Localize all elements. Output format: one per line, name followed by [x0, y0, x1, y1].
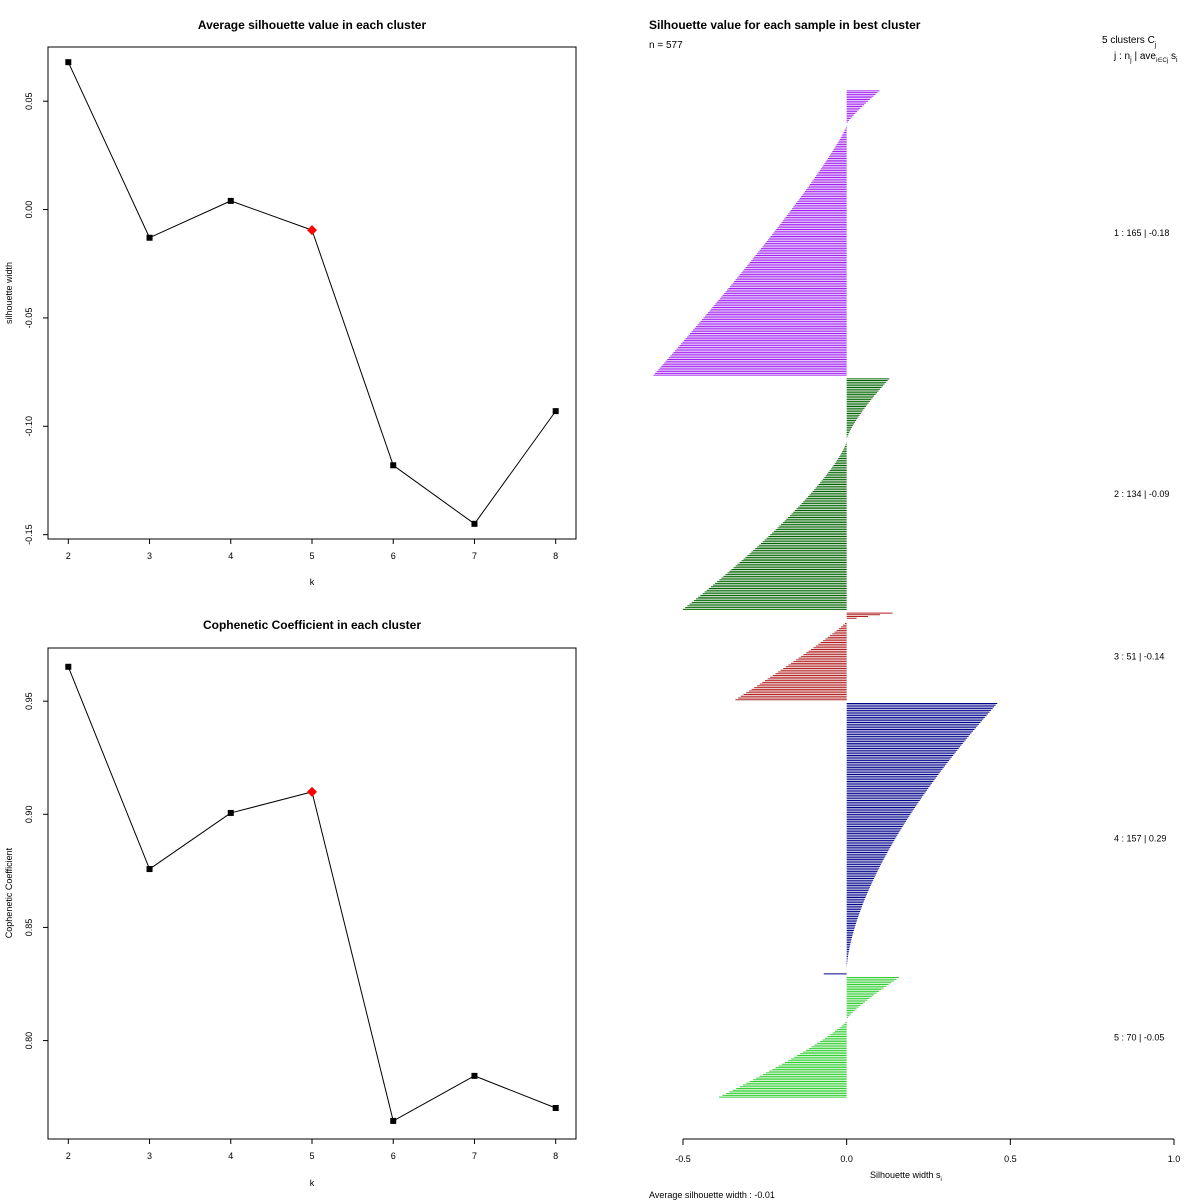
cophenetic-line-y-tick-label: 0.90 — [24, 806, 34, 824]
silhouette-bar-x-tick-label: 1.0 — [1168, 1154, 1181, 1164]
cophenetic-line-x-tick-label: 3 — [147, 1151, 152, 1161]
silhouette-line-point-best — [307, 225, 317, 236]
silhouette-line-x-tick-label: 6 — [391, 551, 396, 561]
silhouette-line-x-tick-label: 7 — [472, 551, 477, 561]
cophenetic-line-x-tick-label: 4 — [228, 1151, 233, 1161]
cophenetic-line-segment — [474, 1075, 556, 1109]
silhouette-line-point — [65, 59, 72, 66]
cophenetic-line-point — [227, 809, 234, 816]
cophenetic-line-ticks: 2 3 4 5 6 7 8 0.80 0.85 0.90 0.95 — [24, 692, 558, 1161]
cophenetic-line-panel: Cophenetic Coefficient in each cluster k… — [4, 618, 577, 1188]
silhouette-bar-x-tick-label: 0.5 — [1004, 1154, 1017, 1164]
silhouette-bar-cluster-labels: 1 : 165 | -0.18 2 : 134 | -0.09 3 : 51 | -… — [1114, 228, 1169, 1042]
cophenetic-line-xlabel: k — [310, 1178, 315, 1188]
cophenetic-line-point — [471, 1072, 478, 1079]
silhouette-line-point — [146, 234, 153, 241]
silhouette-line-segment — [230, 200, 313, 231]
silhouette-bar-title: Silhouette value for each sample in best… — [649, 18, 921, 32]
cophenetic-line-y-tick-label: 0.85 — [24, 919, 34, 937]
silhouette-bar-panel: Silhouette value for each sample in best… — [649, 18, 1180, 1200]
cophenetic-line-x-tick-label: 5 — [309, 1151, 314, 1161]
silhouette-line-segment — [67, 61, 150, 238]
silhouette-line-x-tick-label: 5 — [309, 551, 314, 561]
cophenetic-line-segment — [230, 791, 313, 814]
silhouette-line-segment — [392, 464, 475, 525]
silhouette-line-x-tick-label: 2 — [66, 551, 71, 561]
cluster-label-5: 5 : 70 | -0.05 — [1114, 1032, 1164, 1042]
cophenetic-line-segment — [67, 666, 151, 870]
silhouette-line-y-tick-label: 0.05 — [24, 92, 34, 110]
silhouette-line-title: Average silhouette value in each cluster — [198, 18, 427, 32]
cophenetic-line-ylabel: Cophenetic Coefficient — [4, 847, 14, 938]
legend-header-columns: j : nj | avei∈Cj si — [1113, 51, 1178, 64]
cophenetic-line-y-tick-label: 0.95 — [24, 692, 34, 710]
cophenetic-line-segment — [311, 791, 394, 1122]
silhouette-line-x-tick-label: 3 — [147, 551, 152, 561]
silhouette-line-point — [552, 408, 559, 415]
cophenetic-line-x-tick-label: 2 — [66, 1151, 71, 1161]
cluster-label-2: 2 : 134 | -0.09 — [1114, 489, 1169, 499]
cophenetic-line-x-tick-label: 7 — [472, 1151, 477, 1161]
silhouette-bar-footer: Average silhouette width : -0.01 — [649, 1190, 775, 1200]
silhouette-line-xlabel: k — [310, 577, 315, 587]
cophenetic-line-segment — [392, 1075, 475, 1122]
silhouette-bar-x-tick-label: -0.5 — [675, 1154, 691, 1164]
silhouette-line-segment — [311, 229, 394, 466]
cophenetic-line-point — [552, 1105, 559, 1112]
legend-header-clusters: 5 clusters Cj — [1102, 35, 1157, 49]
silhouette-line-x-tick-label: 4 — [228, 551, 233, 561]
cophenetic-line-plot-box — [47, 647, 577, 1140]
cophenetic-line-y-tick-label: 0.80 — [24, 1032, 34, 1050]
silhouette-line-y-tick-label: -0.05 — [24, 308, 34, 329]
silhouette-line-y-tick-label: 0.00 — [24, 201, 34, 219]
cophenetic-line-point-best — [307, 786, 317, 797]
silhouette-bar-n-label: n = 577 — [649, 40, 683, 51]
silhouette-line-segment — [149, 200, 231, 239]
cophenetic-line-title: Cophenetic Coefficient in each cluster — [203, 618, 421, 632]
silhouette-line-panel: Average silhouette value in each cluster… — [4, 18, 577, 587]
silhouette-line-point — [390, 462, 397, 469]
cluster-label-1: 1 : 165 | -0.18 — [1114, 228, 1169, 238]
cophenetic-line-segment — [149, 812, 232, 870]
cophenetic-line-x-tick-label: 6 — [391, 1151, 396, 1161]
silhouette-line-x-tick-label: 8 — [553, 551, 558, 561]
silhouette-line-ylabel: silhouette width — [4, 262, 14, 324]
silhouette-line-plot-box — [47, 46, 577, 540]
silhouette-line-point — [227, 197, 234, 204]
silhouette-bar-ticks: -0.5 0.0 0.5 1.0 — [675, 1139, 1180, 1164]
cluster-label-4: 4 : 157 | 0.29 — [1114, 834, 1166, 844]
silhouette-line-point — [471, 520, 478, 527]
silhouette-bar-marks — [653, 90, 998, 1098]
cophenetic-line-x-tick-label: 8 — [553, 1151, 558, 1161]
silhouette-line-ticks: 2 3 4 5 6 7 8 -0.15 -0.10 -0.05 0.00 0.05 — [24, 92, 558, 561]
silhouette-line-marks — [65, 59, 559, 527]
cluster-label-3: 3 : 51 | -0.14 — [1114, 651, 1164, 661]
cophenetic-line-point — [390, 1117, 397, 1124]
silhouette-line-y-tick-label: -0.10 — [24, 416, 34, 437]
silhouette-bar-x-tick-label: 0.0 — [840, 1154, 853, 1164]
cophenetic-line-point — [146, 866, 153, 873]
silhouette-line-y-tick-label: -0.15 — [24, 524, 34, 545]
cophenetic-line-point — [65, 663, 72, 670]
cophenetic-line-marks — [65, 663, 559, 1124]
silhouette-bar-xlabel: Silhouette width si — [870, 1170, 942, 1183]
silhouette-line-segment — [474, 410, 557, 525]
